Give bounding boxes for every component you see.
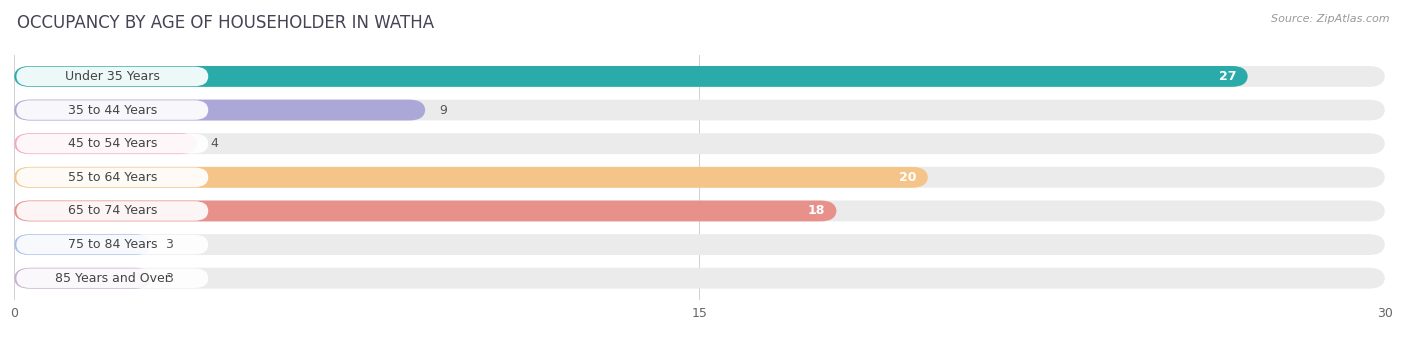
FancyBboxPatch shape [17,167,208,187]
FancyBboxPatch shape [14,66,1249,87]
Text: 85 Years and Over: 85 Years and Over [55,272,170,285]
Text: Under 35 Years: Under 35 Years [65,70,160,83]
FancyBboxPatch shape [14,201,1385,221]
Text: 35 to 44 Years: 35 to 44 Years [67,104,157,117]
FancyBboxPatch shape [14,167,1385,188]
Text: 75 to 84 Years: 75 to 84 Years [67,238,157,251]
FancyBboxPatch shape [17,100,208,120]
FancyBboxPatch shape [14,201,837,221]
Text: 27: 27 [1219,70,1236,83]
FancyBboxPatch shape [17,268,208,288]
FancyBboxPatch shape [17,67,208,86]
Text: OCCUPANCY BY AGE OF HOUSEHOLDER IN WATHA: OCCUPANCY BY AGE OF HOUSEHOLDER IN WATHA [17,14,434,32]
FancyBboxPatch shape [17,201,208,221]
FancyBboxPatch shape [14,133,1385,154]
Text: 45 to 54 Years: 45 to 54 Years [67,137,157,150]
Text: 3: 3 [165,238,173,251]
Text: 3: 3 [165,272,173,285]
Text: Source: ZipAtlas.com: Source: ZipAtlas.com [1271,14,1389,24]
Text: 9: 9 [439,104,447,117]
Text: 55 to 64 Years: 55 to 64 Years [67,171,157,184]
Text: 20: 20 [898,171,917,184]
FancyBboxPatch shape [14,268,1385,288]
FancyBboxPatch shape [14,268,152,288]
Text: 65 to 74 Years: 65 to 74 Years [67,205,157,218]
FancyBboxPatch shape [14,66,1385,87]
FancyBboxPatch shape [17,134,208,153]
Text: 4: 4 [211,137,218,150]
FancyBboxPatch shape [14,234,152,255]
FancyBboxPatch shape [14,100,426,120]
FancyBboxPatch shape [14,100,1385,120]
Text: 18: 18 [808,205,825,218]
FancyBboxPatch shape [17,235,208,254]
FancyBboxPatch shape [14,234,1385,255]
FancyBboxPatch shape [14,133,197,154]
FancyBboxPatch shape [14,167,928,188]
